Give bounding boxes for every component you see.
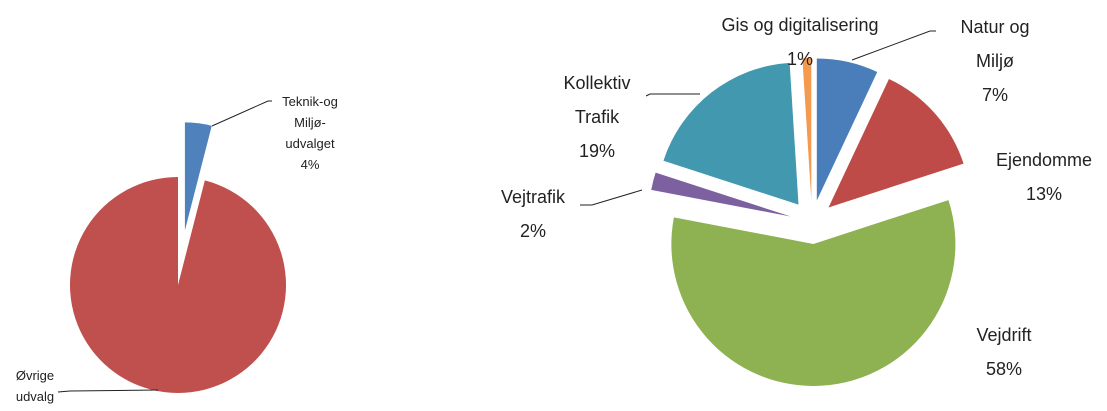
pie-slice xyxy=(828,78,964,208)
value-label: 96% xyxy=(8,407,63,411)
slice-label: Teknik-og Miljø-udvalget 4% xyxy=(274,91,346,175)
value-label: 1% xyxy=(786,49,813,69)
pie-slice xyxy=(70,177,287,393)
leader-line xyxy=(211,100,272,127)
leader-lines xyxy=(57,30,936,393)
pie-slice xyxy=(816,58,878,201)
slice-label: Ejendomme 13% xyxy=(989,143,1099,211)
leader-line xyxy=(851,30,936,61)
leader-line xyxy=(645,93,700,97)
pie-slice xyxy=(671,200,956,386)
leader-line xyxy=(57,389,159,393)
leader-line xyxy=(580,189,643,206)
category-label: Ejendomme xyxy=(995,150,1093,170)
value-label: 13% xyxy=(1025,184,1063,204)
slice-label: Vejtrafik 2% xyxy=(483,180,583,248)
category-label: Natur og Miljø xyxy=(960,17,1030,71)
category-label: Kollektiv Trafik xyxy=(563,73,631,127)
category-label: Vejtrafik xyxy=(500,187,566,207)
category-label: Teknik-og Miljø-udvalget xyxy=(282,94,338,151)
slice-label: Øvrige udvalg 96% xyxy=(8,365,63,411)
value-label: 2% xyxy=(519,221,546,241)
value-label: 7% xyxy=(981,85,1008,105)
pie-slice xyxy=(802,58,812,201)
category-label: Øvrige udvalg xyxy=(15,368,55,404)
slice-label: Natur og Miljø 7% xyxy=(945,10,1045,112)
value-label: 58% xyxy=(985,359,1023,379)
slice-label: Gis og digitalisering 1% xyxy=(680,8,920,76)
pie-slice xyxy=(184,122,212,231)
slice-label: Kollektiv Trafik 19% xyxy=(552,66,642,168)
value-label: 19% xyxy=(578,141,616,161)
value-label: 4% xyxy=(300,157,320,172)
category-label: Gis og digitalisering xyxy=(721,15,879,35)
slice-label: Vejdrift 58% xyxy=(954,318,1054,386)
pie-slice xyxy=(663,62,799,205)
category-label: Vejdrift xyxy=(976,325,1032,345)
pie-slice xyxy=(651,172,791,217)
